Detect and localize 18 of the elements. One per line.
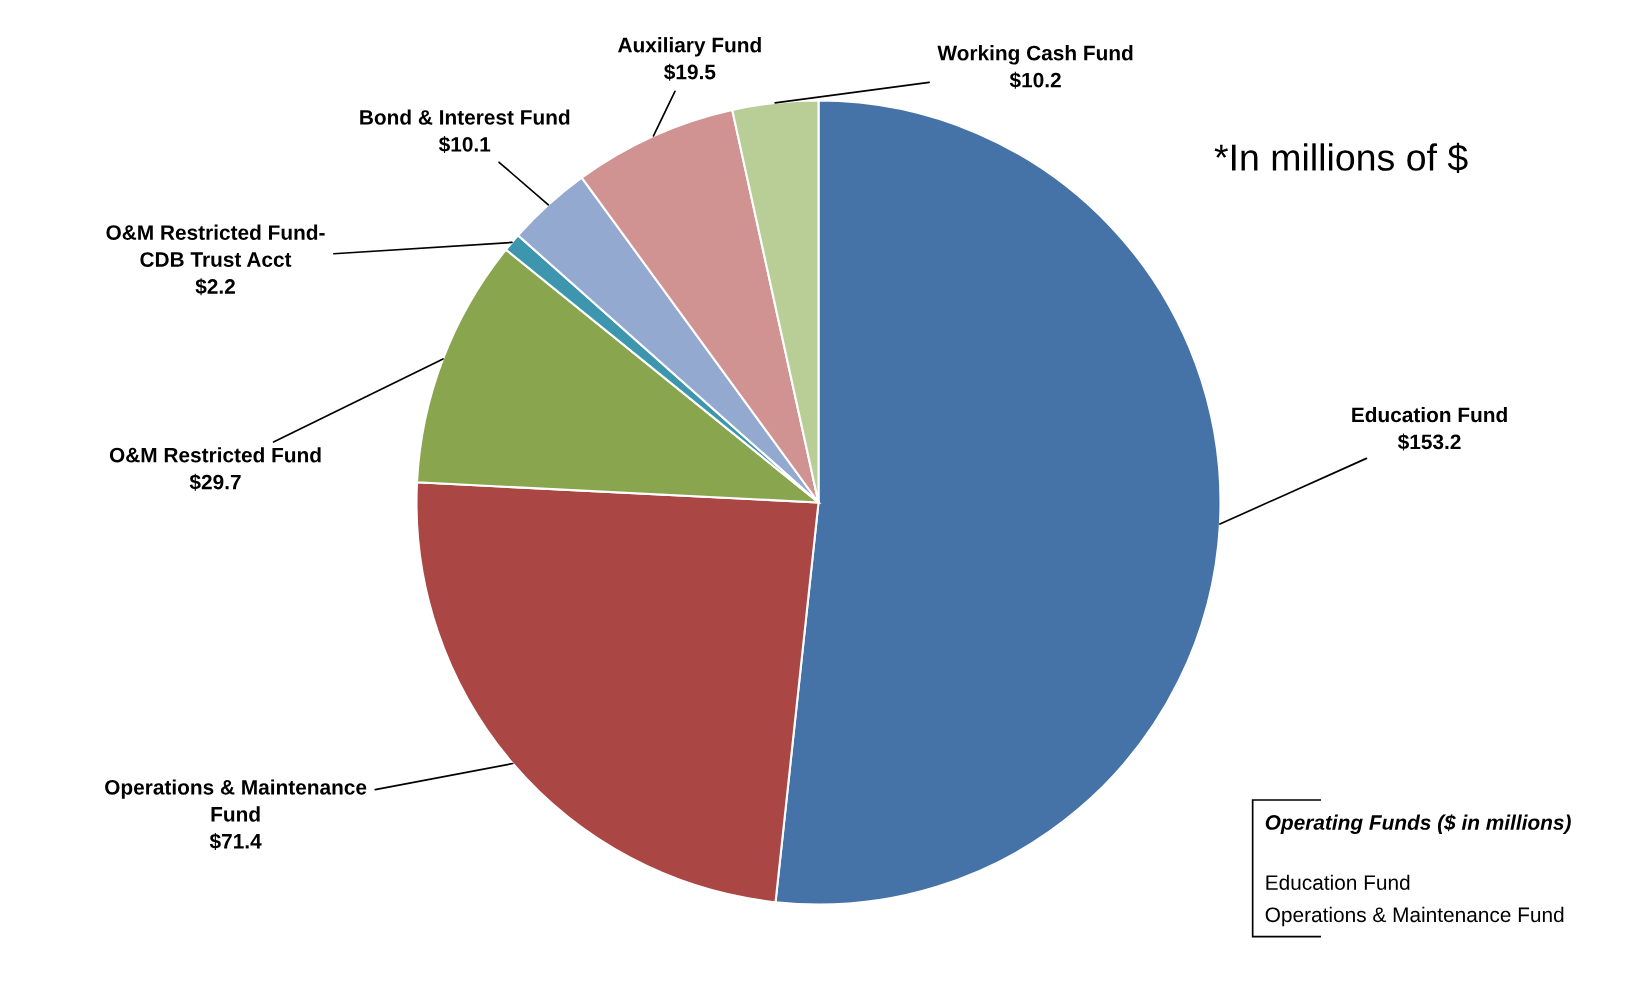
slice-label: Education Fund bbox=[1352, 406, 1507, 423]
data-label: $29.7 bbox=[189, 473, 241, 491]
slice-label: Operations & Maintenance Fund bbox=[105, 779, 367, 822]
data-label: $153.2 bbox=[1397, 433, 1461, 451]
data-label: $19.5 bbox=[664, 63, 716, 81]
text: *In millions of $ bbox=[1214, 142, 1468, 174]
data-label: $10.1 bbox=[438, 136, 491, 154]
data-label: $71.4 bbox=[209, 832, 262, 850]
text: Education Fund bbox=[1266, 874, 1410, 890]
data-label: $10.2 bbox=[1009, 71, 1061, 89]
data-label: $2.2 bbox=[195, 278, 235, 296]
text: Operations & Maintenance Fund bbox=[1265, 906, 1564, 927]
slice-label: O&M Restricted Fund bbox=[109, 447, 321, 463]
slice-label: Working Cash Fund bbox=[937, 45, 1133, 65]
slice-label: O&M Restricted Fund- CDB Trust Acct bbox=[106, 224, 325, 267]
slice-label: Auxiliary Fund bbox=[618, 37, 761, 57]
text: Operating Funds ($ in millions) bbox=[1265, 814, 1571, 834]
slice-label: Bond & Interest Fund bbox=[360, 109, 570, 125]
